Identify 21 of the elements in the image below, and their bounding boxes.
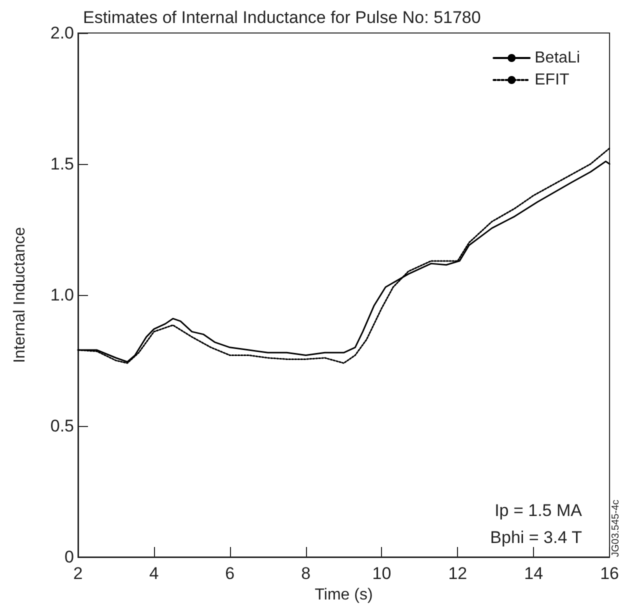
annotation: Bphi = 3.4 T: [490, 528, 582, 547]
y-tick-label: 1.5: [50, 154, 74, 174]
x-tick-label: 8: [301, 564, 311, 583]
x-tick-label: 16: [600, 564, 620, 583]
y-tick-label: 0: [64, 548, 74, 566]
x-axis-title: Time (s): [314, 586, 373, 604]
y-tick-label: 1.0: [50, 286, 74, 304]
y-tick-label: 2.0: [50, 24, 74, 42]
x-tick-label: 4: [149, 564, 159, 583]
y-tick-label: 0.5: [50, 416, 74, 436]
y-axis-title: Internal Inductance: [12, 226, 28, 364]
chart-title: Estimates of Internal Inductance for Pulse No: 51780: [83, 8, 481, 27]
annotation: Ip = 1.5 MA: [494, 501, 583, 520]
legend-label: BetaLi: [534, 50, 580, 66]
x-tick-label: 2: [73, 564, 83, 583]
x-tick-label: 6: [225, 564, 235, 583]
legend-label: EFIT: [534, 72, 570, 88]
x-tick-label: 12: [448, 564, 468, 583]
x-tick-label: 10: [372, 564, 392, 583]
x-tick-label: 14: [524, 564, 544, 583]
text: JG03.545-4c: [610, 500, 622, 557]
